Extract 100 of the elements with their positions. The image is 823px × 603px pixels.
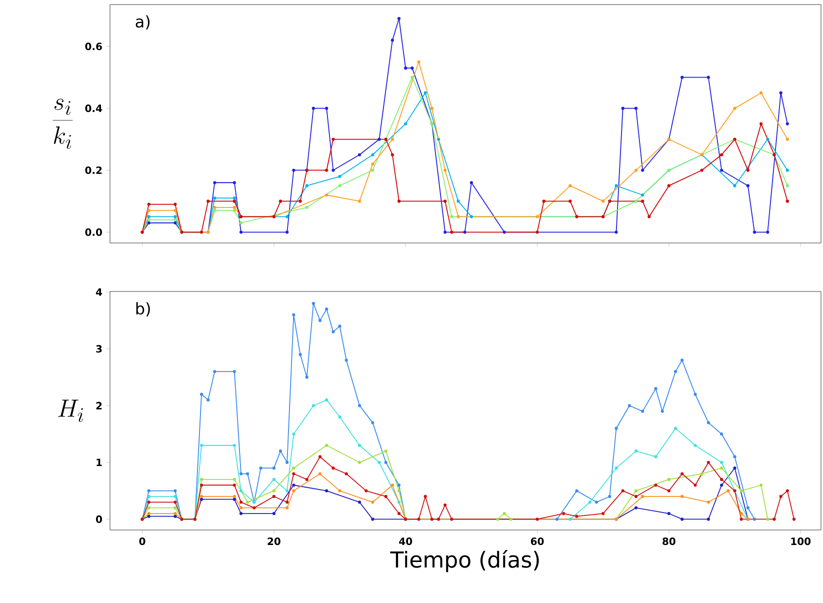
point <box>786 168 789 172</box>
point <box>786 200 789 203</box>
point <box>397 200 401 203</box>
point <box>378 138 381 141</box>
point <box>654 387 658 390</box>
point <box>174 512 177 516</box>
point <box>779 494 782 498</box>
point <box>680 494 684 498</box>
point <box>232 478 236 481</box>
point <box>147 494 150 498</box>
point <box>390 484 394 487</box>
point <box>358 460 362 464</box>
point <box>147 500 150 504</box>
point <box>200 498 204 501</box>
point <box>325 106 328 110</box>
point <box>371 500 374 504</box>
point <box>200 484 204 487</box>
x-tick-label: 0 <box>139 538 146 546</box>
point <box>174 500 177 504</box>
point <box>792 518 796 521</box>
point <box>298 200 302 203</box>
point <box>174 202 177 206</box>
y-tick-label: 0.6 <box>85 42 102 50</box>
point <box>700 472 704 476</box>
point <box>450 215 454 218</box>
point <box>667 489 670 492</box>
point <box>390 153 394 156</box>
point <box>568 518 572 521</box>
point <box>720 460 724 464</box>
point <box>305 184 308 188</box>
point <box>614 184 618 188</box>
point <box>147 489 150 492</box>
point <box>325 193 328 197</box>
point <box>410 76 414 79</box>
point <box>358 200 362 203</box>
point <box>390 38 394 42</box>
point <box>608 494 612 498</box>
point <box>325 168 328 172</box>
point <box>147 514 150 518</box>
point <box>502 512 506 516</box>
y-tick-label: 0.2 <box>85 166 102 174</box>
point <box>292 472 296 476</box>
point <box>232 206 236 209</box>
point <box>332 466 335 470</box>
point <box>384 494 388 498</box>
point <box>147 506 150 510</box>
point <box>338 184 342 188</box>
point <box>147 215 150 218</box>
point <box>568 184 572 188</box>
point <box>232 370 236 374</box>
point <box>384 138 388 141</box>
point <box>390 138 394 141</box>
y-axis-title: $H_i$ <box>58 400 84 422</box>
y-axis-title: $\frac{s_i}{k_i}$ <box>52 98 73 149</box>
point <box>338 174 342 178</box>
point <box>772 518 776 521</box>
point <box>272 478 276 481</box>
point <box>444 168 447 172</box>
point <box>463 230 466 234</box>
point <box>298 352 302 356</box>
point <box>318 455 322 458</box>
point <box>272 489 276 492</box>
point <box>614 426 618 430</box>
point <box>740 489 743 492</box>
point <box>292 466 296 470</box>
point <box>786 184 789 188</box>
point <box>286 460 289 464</box>
point <box>384 460 388 464</box>
point <box>641 410 644 413</box>
point <box>358 153 362 156</box>
point <box>706 421 710 424</box>
point <box>397 484 401 487</box>
point <box>786 489 789 492</box>
point <box>641 168 644 172</box>
point <box>338 324 342 328</box>
point <box>444 503 447 507</box>
point <box>213 370 216 374</box>
point <box>305 206 308 209</box>
point <box>621 106 624 110</box>
point <box>634 168 638 172</box>
point <box>720 432 724 436</box>
point <box>305 376 308 379</box>
point <box>575 514 578 518</box>
point <box>542 200 546 203</box>
point <box>641 193 644 197</box>
point <box>733 455 736 458</box>
point <box>706 76 710 79</box>
point <box>147 221 150 224</box>
point <box>430 518 434 521</box>
point <box>239 500 243 504</box>
point <box>660 410 664 413</box>
point <box>318 472 322 476</box>
point <box>371 518 374 521</box>
point <box>232 208 236 212</box>
y-tick-label: 1 <box>96 458 102 466</box>
point <box>232 498 236 501</box>
point <box>450 230 454 234</box>
point <box>286 506 289 510</box>
point <box>634 506 638 510</box>
point <box>614 230 618 234</box>
